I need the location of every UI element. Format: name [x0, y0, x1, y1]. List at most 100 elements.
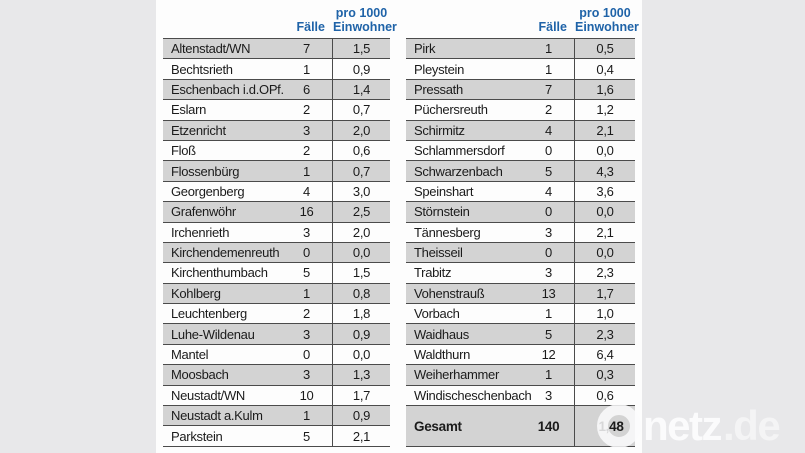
rate-cell: 0,5: [596, 41, 614, 57]
table-row: Pressath 7 1,6: [406, 78, 635, 100]
municipality-cell: Kirchenthumbach: [171, 265, 268, 281]
rate-cell: 1,7: [596, 285, 614, 301]
table-row: Schlammersdorf 0 0,0: [406, 139, 635, 161]
municipality-cell: Leuchtenberg: [171, 306, 247, 322]
cases-cell: 3: [281, 365, 333, 385]
rate-cell: 1,5: [352, 41, 371, 57]
rate-cell: 0,9: [352, 408, 371, 424]
table-row: Pirk 1 0,5: [406, 38, 635, 59]
table-row: Moosbach 3 1,3: [163, 364, 390, 385]
municipality-cell: Neustadt a.Kulm: [171, 408, 263, 424]
cases-cell: 2: [523, 100, 575, 120]
municipality-cell: Moosbach: [171, 367, 229, 383]
table-row: Neustadt a.Kulm 1 0,9: [163, 405, 390, 426]
table-header: Fälle pro 1000 Einwohner: [406, 0, 639, 38]
municipality-cell: Bechtsrieth: [171, 61, 233, 77]
cases-cell: 6: [281, 79, 333, 100]
table-row: Eslarn 2 0,7: [163, 99, 390, 120]
table-row: Weiherhammer 1 0,3: [406, 364, 635, 385]
cases-cell: 16: [281, 202, 333, 222]
cases-cell: 3: [523, 263, 575, 283]
rate-cell: 0,6: [596, 387, 614, 403]
column-header-per1000-line1: pro 1000: [579, 6, 631, 20]
cases-cell: 1: [281, 161, 333, 181]
rate-cell: 0,7: [352, 102, 371, 118]
municipality-table-right: Fälle pro 1000 Einwohner Pirk 1 0,5 Pleyste…: [406, 0, 639, 448]
table-row: Grafenwöhr 16 2,5: [163, 201, 390, 222]
municipality-cell: Speinshart: [414, 183, 474, 199]
table-row: Etzenricht 3 2,0: [163, 119, 390, 140]
column-header-cases: Fälle: [296, 20, 326, 34]
table-header: Fälle pro 1000 Einwohner: [163, 0, 397, 38]
rate-cell: 1,48: [598, 418, 624, 434]
municipality-cell: Schlammersdorf: [414, 143, 505, 159]
rate-cell: 0,4: [596, 61, 614, 77]
table-row: Vorbach 1 1,0: [406, 303, 635, 324]
rate-cell: 3,0: [352, 183, 371, 199]
rate-cell: 2,0: [352, 224, 371, 240]
table-row: Pleystein 1 0,4: [406, 58, 635, 79]
cases-cell: 140: [523, 406, 575, 447]
cases-cell: 10: [281, 385, 333, 406]
rate-cell: 2,5: [352, 204, 371, 220]
rate-cell: 2,1: [352, 428, 371, 444]
rate-cell: 0,0: [352, 245, 371, 261]
rate-cell: 2,3: [596, 326, 614, 342]
rate-cell: 2,1: [596, 122, 614, 138]
table-row: Mantel 0 0,0: [163, 343, 390, 365]
municipality-cell: Schwarzenbach: [414, 163, 503, 179]
municipality-cell: Neustadt/WN: [171, 387, 246, 403]
cases-cell: 0: [281, 242, 333, 263]
rate-cell: 1,2: [596, 102, 614, 118]
municipality-table-left: Fälle pro 1000 Einwohner Altenstadt/WN 7 1…: [163, 0, 397, 447]
rate-cell: 0,0: [352, 347, 371, 363]
rate-cell: 0,0: [596, 245, 614, 261]
table-row: Schirmitz 4 2,1: [406, 119, 635, 140]
cases-cell: 12: [523, 344, 575, 365]
municipality-cell: Weiherhammer: [414, 367, 500, 383]
cases-cell: 2: [281, 304, 333, 324]
column-header-per1000-line2: Einwohner: [575, 20, 639, 34]
cases-cell: 2: [281, 100, 333, 120]
rate-cell: 6,4: [596, 347, 614, 363]
rate-cell: 4,3: [596, 163, 614, 179]
rate-cell: 0,6: [352, 143, 371, 159]
table-row: Speinshart 4 3,6: [406, 180, 635, 202]
table-row: Kirchenthumbach 5 1,5: [163, 262, 390, 283]
cases-cell: 3: [281, 222, 333, 242]
rate-cell: 1,6: [596, 81, 614, 97]
cases-cell: 1: [281, 406, 333, 426]
municipality-cell: Windischeschenbach: [414, 387, 532, 403]
rate-cell: 1,3: [352, 367, 371, 383]
rate-cell: 0,0: [596, 143, 614, 159]
municipality-cell: Vorbach: [414, 306, 460, 322]
municipality-cell: Gesamt: [414, 418, 462, 434]
rate-cell: 2,0: [352, 122, 371, 138]
municipality-cell: Eschenbach i.d.OPf.: [171, 81, 284, 97]
table-row: Floß 2 0,6: [163, 139, 390, 161]
municipality-cell: Kirchendemenreuth: [171, 245, 280, 261]
column-header-per1000: pro 1000 Einwohner: [575, 6, 639, 34]
municipality-cell: Georgenberg: [171, 183, 245, 199]
table-row: Gesamt 140 1,48: [406, 405, 635, 447]
municipality-cell: Mantel: [171, 347, 209, 363]
rate-cell: 1,7: [352, 387, 371, 403]
municipality-cell: Pirk: [414, 41, 436, 57]
watermark-name: netz: [643, 402, 723, 449]
rate-cell: 0,8: [352, 285, 371, 301]
municipality-cell: Grafenwöhr: [171, 204, 236, 220]
municipality-cell: Altenstadt/WN: [171, 41, 251, 57]
cases-cell: 5: [281, 263, 333, 283]
table-row: Waldthurn 12 6,4: [406, 343, 635, 365]
column-header-per1000: pro 1000 Einwohner: [333, 6, 397, 34]
rate-cell: 2,1: [596, 224, 614, 240]
cases-cell: 1: [523, 365, 575, 385]
table-row: Kirchendemenreuth 0 0,0: [163, 241, 390, 263]
cases-cell: 1: [281, 59, 333, 79]
municipality-cell: Kohlberg: [171, 285, 221, 301]
cases-cell: 3: [523, 385, 575, 406]
cases-cell: 7: [523, 79, 575, 100]
cases-cell: 3: [281, 120, 333, 140]
cases-cell: 3: [523, 222, 575, 242]
cases-cell: 4: [523, 120, 575, 140]
